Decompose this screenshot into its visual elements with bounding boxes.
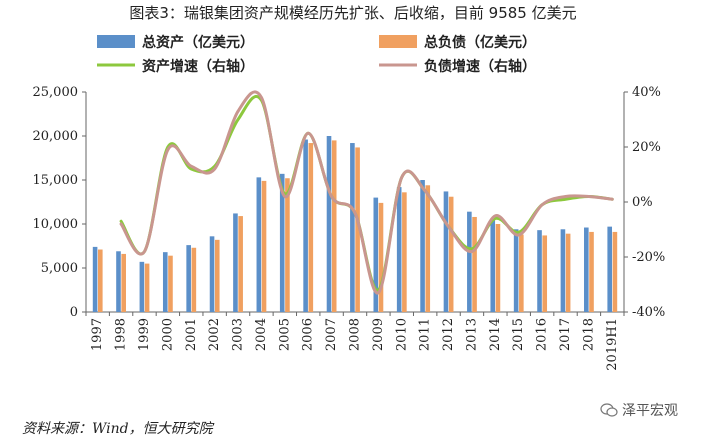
bar-total-liabilities bbox=[191, 247, 197, 312]
bar-total-liabilities bbox=[331, 140, 337, 312]
y-right-tick-label: 0% bbox=[632, 195, 653, 210]
plot-area: 0 5,000 10,000 15,000 20,000 25,000 -40% -20% 0%… bbox=[33, 85, 666, 371]
bar-total-assets bbox=[513, 229, 519, 312]
legend-label-assets: 总资产（亿美元） bbox=[142, 34, 254, 51]
bar-total-liabilities bbox=[355, 147, 360, 312]
legend-label-assets-growth: 资产增速（右轴） bbox=[142, 58, 254, 75]
bar-total-liabilities bbox=[238, 216, 243, 312]
bar-total-liabilities bbox=[565, 233, 571, 312]
watermark: 泽平宏观 bbox=[600, 400, 678, 420]
x-tick-label: 2016 bbox=[535, 318, 550, 351]
bar-total-assets bbox=[162, 252, 168, 312]
x-tick-label: 2011 bbox=[418, 318, 433, 351]
bar-total-assets bbox=[92, 246, 98, 312]
bar-total-liabilities bbox=[402, 192, 407, 312]
x-tick-label: 1998 bbox=[114, 318, 129, 351]
bar-total-assets bbox=[537, 230, 542, 312]
y-right-tick-label: -20% bbox=[632, 250, 665, 265]
line-liabilities-growth bbox=[119, 90, 614, 295]
y-right-tick-label: 20% bbox=[632, 140, 661, 155]
bar-total-assets bbox=[116, 251, 121, 312]
bar-total-liabilities bbox=[519, 234, 524, 312]
bar-total-liabilities bbox=[472, 216, 477, 312]
bar-total-assets bbox=[396, 187, 402, 312]
x-tick-label: 2000 bbox=[160, 318, 175, 351]
x-tick-label: 2013 bbox=[464, 318, 479, 351]
legend-swatch-liabilities bbox=[379, 35, 417, 48]
bar-total-liabilities bbox=[144, 263, 150, 312]
legend-swatch-assets bbox=[97, 35, 135, 48]
bar-total-assets bbox=[139, 261, 145, 312]
source-note: 资料来源：Wind，恒大研究院 bbox=[22, 421, 213, 437]
bar-total-liabilities bbox=[261, 180, 267, 312]
bar-total-liabilities bbox=[542, 235, 548, 312]
y-left-tick-label: 20,000 bbox=[33, 129, 79, 144]
x-tick-label: 1999 bbox=[137, 318, 152, 351]
bar-total-liabilities bbox=[168, 255, 173, 312]
bar-total-assets bbox=[186, 245, 191, 312]
bar-total-assets bbox=[233, 213, 238, 312]
bar-total-assets bbox=[584, 227, 589, 312]
bar-total-assets bbox=[420, 180, 425, 312]
x-tick-label: 2015 bbox=[511, 318, 526, 351]
bar-total-liabilities bbox=[612, 231, 618, 312]
chart-title: 图表3：瑞银集团资产规模经历先扩张、后收缩，目前 9585 亿美元 bbox=[129, 4, 577, 22]
y-left-tick-label: 15,000 bbox=[33, 173, 79, 188]
x-tick-label: 2007 bbox=[324, 318, 339, 351]
bar-total-assets bbox=[490, 218, 496, 312]
bar-total-liabilities bbox=[214, 239, 220, 312]
bar-total-assets bbox=[279, 173, 285, 312]
bar-total-assets bbox=[607, 226, 613, 312]
y-left-tick-label: 5,000 bbox=[41, 261, 78, 276]
x-tick-label: 2006 bbox=[301, 318, 316, 351]
y-right-tick-label: -40% bbox=[632, 305, 665, 320]
bar-total-liabilities bbox=[121, 253, 126, 312]
bar-total-liabilities bbox=[378, 202, 384, 312]
bar-total-liabilities bbox=[425, 185, 431, 312]
bar-total-assets bbox=[467, 211, 472, 312]
legend: 总资产（亿美元） 总负债（亿美元） 资产增速（右轴） 负债增速（右轴） bbox=[97, 34, 536, 75]
x-tick-label: 2019H1 bbox=[605, 318, 620, 371]
x-tick-label: 2017 bbox=[558, 318, 573, 351]
legend-label-liabilities: 总负债（亿美元） bbox=[424, 34, 536, 51]
y-left-tick-label: 0 bbox=[70, 305, 78, 320]
bar-total-assets bbox=[303, 139, 308, 312]
bar-total-assets bbox=[209, 236, 215, 312]
x-tick-label: 2009 bbox=[371, 318, 386, 351]
bar-total-liabilities bbox=[589, 231, 594, 312]
bar-total-liabilities bbox=[97, 249, 103, 312]
x-tick-label: 2002 bbox=[207, 318, 222, 351]
wechat-icon bbox=[600, 403, 618, 417]
bar-total-assets bbox=[350, 143, 355, 312]
x-tick-label: 2010 bbox=[394, 318, 409, 351]
bar-total-assets bbox=[256, 177, 262, 312]
bar-total-liabilities bbox=[285, 178, 290, 312]
bar-total-assets bbox=[560, 229, 566, 312]
bar-total-liabilities bbox=[308, 143, 314, 312]
x-tick-label: 2018 bbox=[581, 318, 596, 351]
y-right-tick-label: 40% bbox=[632, 85, 661, 100]
bar-total-liabilities bbox=[448, 196, 454, 312]
x-tick-label: 2012 bbox=[441, 318, 456, 351]
bar-total-liabilities bbox=[495, 224, 501, 312]
y-left-tick-label: 25,000 bbox=[33, 85, 79, 100]
legend-label-liabilities-growth: 负债增速（右轴） bbox=[424, 58, 536, 75]
watermark-text: 泽平宏观 bbox=[622, 403, 678, 419]
x-tick-label: 2003 bbox=[231, 318, 246, 351]
bar-total-assets bbox=[443, 191, 449, 312]
x-tick-label: 2001 bbox=[184, 318, 199, 351]
y-left-tick-label: 10,000 bbox=[33, 217, 79, 232]
bar-total-assets bbox=[373, 197, 379, 312]
x-tick-label: 2005 bbox=[277, 318, 292, 351]
x-tick-label: 2014 bbox=[488, 318, 503, 351]
x-tick-label: 2008 bbox=[348, 318, 363, 351]
bar-total-assets bbox=[326, 136, 332, 312]
x-tick-label: 1997 bbox=[90, 318, 105, 351]
x-tick-label: 2004 bbox=[254, 318, 269, 351]
